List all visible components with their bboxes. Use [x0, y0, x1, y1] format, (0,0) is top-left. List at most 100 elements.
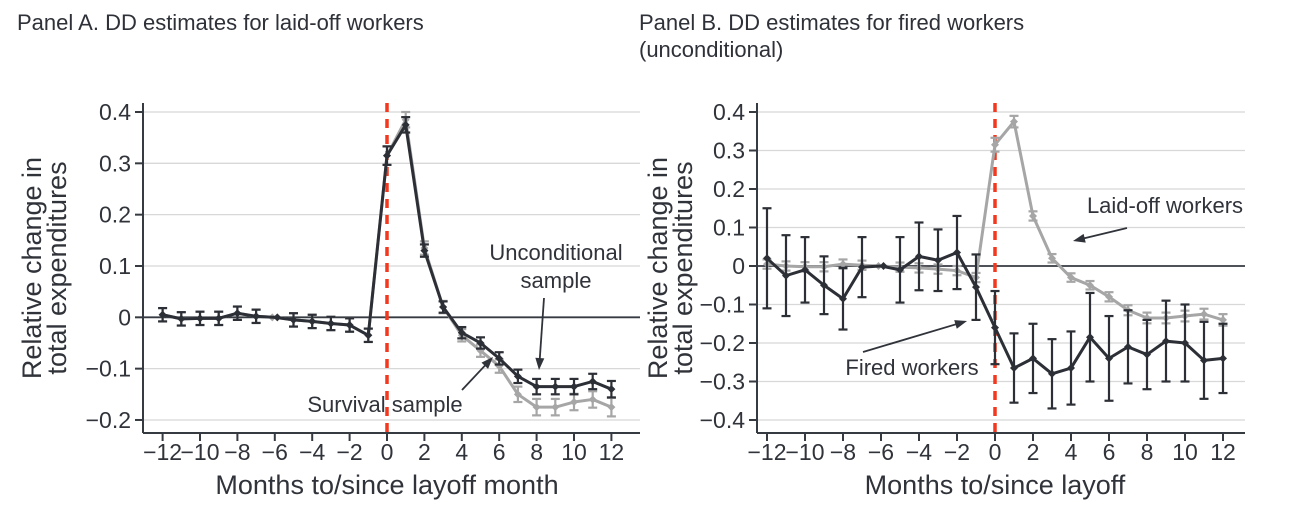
x-tick-label: 2: [1027, 439, 1040, 465]
y-axis-title-line: Relative change in: [645, 157, 673, 379]
y-tick-label: 0.4: [99, 99, 131, 125]
y-tick-label: 0.4: [713, 99, 745, 125]
data-marker: [214, 314, 223, 323]
data-marker: [991, 140, 999, 149]
x-tick-label: −8: [224, 439, 250, 465]
y-tick-label: 0.1: [713, 215, 745, 241]
data-marker: [915, 252, 923, 261]
x-tick-label: −10: [785, 439, 824, 465]
annotation-survival-sample: Survival sample: [307, 357, 493, 417]
x-tick-label: 6: [493, 439, 506, 465]
data-marker: [551, 403, 560, 412]
data-marker: [972, 283, 980, 292]
data-marker: [588, 377, 597, 386]
data-marker: [839, 260, 847, 269]
data-marker: [934, 256, 942, 265]
data-marker: [1200, 356, 1208, 365]
x-tick-label: 6: [1103, 439, 1116, 465]
annotation-arrowhead: [954, 320, 967, 329]
y-axis-title-line: total expenditures: [42, 161, 72, 374]
y-tick-label: −0.4: [700, 407, 746, 433]
data-marker: [801, 265, 809, 274]
data-marker: [308, 317, 317, 326]
data-marker: [1143, 350, 1151, 359]
data-marker: [1029, 354, 1037, 363]
x-tick-label: −4: [906, 439, 932, 465]
data-marker: [991, 323, 999, 332]
data-marker: [158, 310, 167, 319]
y-tick-label: −0.3: [700, 369, 745, 395]
data-marker: [420, 246, 429, 255]
x-tick-label: −8: [830, 439, 856, 465]
x-tick-label: 2: [418, 439, 431, 465]
data-marker: [1086, 281, 1094, 290]
panel-a-title-line1: Panel A. DD estimates for laid-off worke…: [17, 10, 424, 35]
panel-b-title: Panel B. DD estimates for fired workers …: [639, 9, 1024, 63]
x-tick-label: 10: [561, 439, 587, 465]
x-tick-label: 0: [989, 439, 1002, 465]
data-marker: [364, 331, 373, 340]
data-marker: [1067, 273, 1075, 282]
annotation-arrow-line: [862, 322, 959, 353]
data-marker: [196, 314, 204, 323]
x-tick-label: 4: [1065, 439, 1078, 465]
annotation-text: Laid-off workers: [1087, 193, 1243, 218]
annotation-arrowhead: [481, 357, 493, 369]
data-marker: [345, 321, 354, 330]
data-marker: [233, 309, 242, 318]
data-marker: [476, 338, 485, 347]
data-marker: [1105, 292, 1113, 301]
y-tick-label: 0: [118, 304, 131, 330]
x-tick-label: 8: [530, 439, 543, 465]
data-marker: [1162, 337, 1170, 346]
y-tick-label: 0.2: [713, 176, 745, 202]
data-marker: [513, 372, 522, 381]
x-tick-label: −4: [299, 439, 325, 465]
x-tick-label: 12: [599, 439, 625, 465]
data-marker: [1010, 117, 1018, 126]
panel-b-title-line1: Panel B. DD estimates for fired workers: [639, 10, 1025, 35]
panel-a-title: Panel A. DD estimates for laid-off worke…: [17, 9, 424, 36]
data-marker: [532, 382, 541, 391]
data-marker: [326, 319, 335, 328]
data-marker: [1067, 364, 1075, 373]
x-tick-label: −12: [143, 439, 182, 465]
x-tick-label: 0: [381, 439, 394, 465]
x-tick-label: 8: [1141, 439, 1154, 465]
data-marker: [607, 385, 616, 394]
y-tick-label: −0.2: [86, 407, 131, 433]
series-fired-workers: [762, 207, 1228, 410]
data-marker: [289, 315, 298, 324]
y-tick-label: 0.1: [99, 253, 131, 279]
y-tick-label: 0.3: [713, 138, 745, 164]
data-marker: [495, 354, 504, 363]
data-marker: [953, 248, 961, 257]
series-unconditional-sample: [158, 116, 616, 399]
x-axis-title: Months to/since layoff month: [215, 470, 558, 500]
x-tick-label: 4: [455, 439, 468, 465]
data-marker: [1010, 364, 1018, 373]
annotation-arrow-line: [461, 362, 488, 391]
annotation-arrow-line: [538, 297, 545, 362]
annotation-arrowhead: [1073, 233, 1086, 243]
annotation-text: sample: [521, 268, 592, 293]
data-marker: [1181, 339, 1189, 347]
data-marker: [1048, 369, 1056, 378]
data-marker: [1124, 342, 1132, 351]
panel-b-title-line2: (unconditional): [639, 37, 784, 62]
data-marker: [570, 382, 578, 391]
panel-a-chart: 0.40.30.20.10−0.1−0.2−12−10 −8 −6 −4 −2 0 2 4 6 8…: [17, 99, 640, 500]
y-tick-label: 0.2: [99, 202, 131, 228]
data-marker: [1219, 354, 1227, 363]
y-axis-title-line: Relative change in: [17, 157, 47, 379]
data-marker: [513, 390, 522, 399]
annotation-arrowhead: [535, 357, 545, 370]
x-tick-label: −2: [944, 439, 970, 465]
data-marker: [439, 303, 448, 312]
x-tick-label: −10: [180, 439, 219, 465]
x-tick-label: 12: [1210, 439, 1236, 465]
data-marker: [570, 398, 578, 407]
x-tick-label: −6: [868, 439, 894, 465]
data-marker: [896, 265, 904, 274]
annotation-text: Unconditional: [489, 240, 622, 265]
